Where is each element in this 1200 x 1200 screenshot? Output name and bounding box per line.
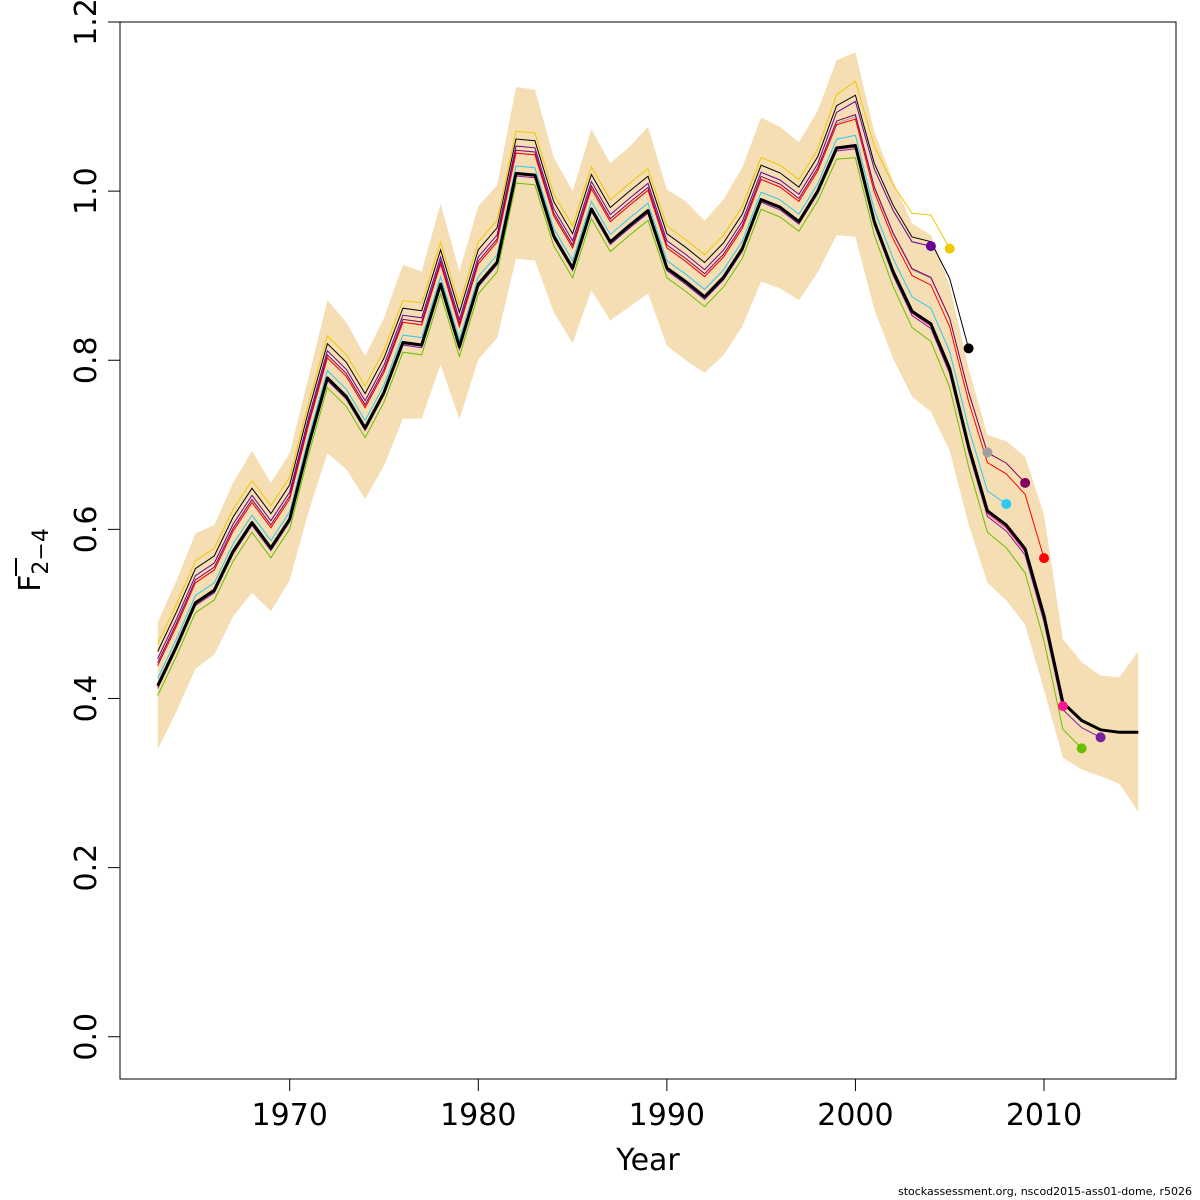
retro-endpoint-2009: [1020, 477, 1031, 488]
retro-endpoint-2005: [944, 243, 955, 254]
footer-credit: stockassessment.org, nscod2015-ass01-dom…: [897, 1185, 1192, 1198]
retro-endpoint-2013: [1095, 732, 1106, 743]
y-tick-label-3: 0.6: [69, 506, 104, 554]
retro-line-2005: [157, 80, 951, 645]
y-tick-label-6: 1.2: [69, 0, 104, 46]
x-tick-label-1980: 1980: [440, 1098, 516, 1133]
y-tick-label-2: 0.4: [69, 675, 104, 723]
y-tick-label-0: 0.0: [69, 1013, 104, 1061]
y-tick-label-1: 0.2: [69, 844, 104, 892]
final-estimate-layer: [156, 144, 1139, 734]
retro-line-2008: [157, 134, 1007, 679]
y-axis-title-main: F: [13, 575, 48, 592]
x-tick-label-2000: 2000: [817, 1098, 893, 1133]
x-tick-label-2010: 2010: [1006, 1098, 1082, 1133]
svg-text:F2−4: F2−4: [13, 528, 54, 592]
x-tick-label-1970: 1970: [252, 1098, 328, 1133]
retro-series-layer: [157, 80, 1101, 749]
retro-line-2012: [157, 157, 1083, 749]
retro-line-2010: [157, 118, 1045, 666]
retro-endpoint-2004: [925, 241, 936, 252]
confidence-band-layer: [157, 52, 1139, 812]
retro-endpoint-2011: [1057, 701, 1068, 712]
y-axis-title-sub: 2−4: [29, 528, 54, 574]
retro-endpoint-2007: [982, 447, 993, 458]
x-tick-label-1990: 1990: [629, 1098, 705, 1133]
retro-endpoint-2010: [1039, 553, 1049, 564]
x-axis-title: Year: [615, 1143, 680, 1178]
confidence-band: [157, 52, 1139, 812]
retro-endpoint-layer: [925, 241, 1106, 754]
y-tick-label-4: 0.8: [69, 336, 104, 384]
retro-line-2009: [157, 113, 1026, 663]
retro-line-2004: [157, 100, 932, 659]
retro-endpoint-2012: [1076, 743, 1087, 754]
y-axis-title: F2−4: [13, 528, 54, 592]
y-axis: 0.0 0.2 0.4 0.6 0.8 1.0 1.2: [69, 0, 120, 1061]
x-axis: 1970 1980 1990 2000 2010: [252, 1079, 1082, 1133]
retro-endpoint-2008: [1001, 499, 1012, 509]
plot-frame: [119, 21, 1177, 1080]
y-tick-label-5: 1.0: [69, 167, 104, 215]
retro-line-2006: [157, 94, 970, 652]
retro-endpoint-2006: [963, 343, 974, 354]
final-estimate-line: [156, 144, 1139, 734]
